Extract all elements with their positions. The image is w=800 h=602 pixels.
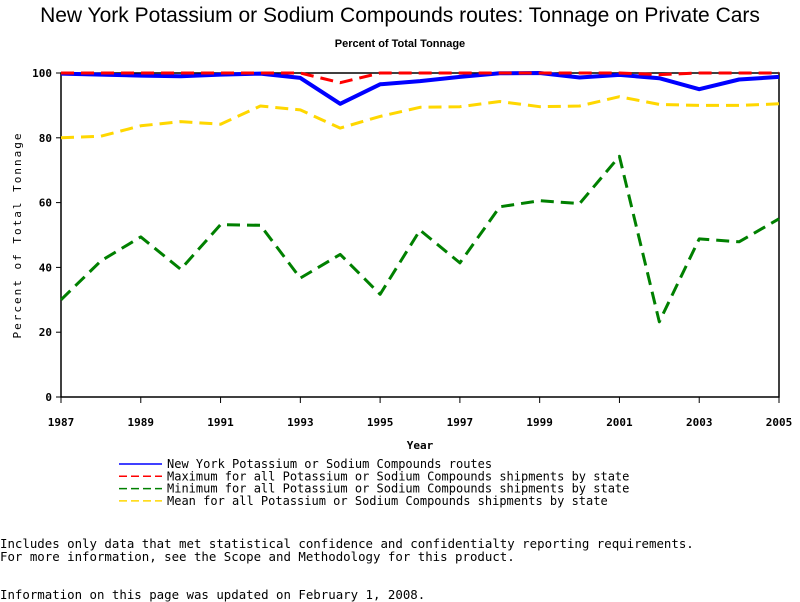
y-tick-label: 100 [32, 67, 52, 80]
y-axis-label: Percent of Total Tonnage [11, 132, 24, 339]
x-tick-label: 1999 [526, 416, 553, 429]
x-tick-label: 1987 [48, 416, 75, 429]
x-tick-label: 1991 [207, 416, 234, 429]
y-tick-label: 60 [39, 197, 52, 210]
footnote-methodology: For more information, see the Scope and … [0, 550, 515, 564]
chart-title: New York Potassium or Sodium Compounds r… [40, 4, 760, 27]
x-tick-label: 1997 [447, 416, 474, 429]
y-axis: 0 20 40 60 80 100 [32, 67, 61, 404]
x-tick-label: 2005 [766, 416, 793, 429]
series-layer [61, 73, 779, 322]
x-tick-label: 2001 [606, 416, 633, 429]
series-line-3 [61, 97, 779, 138]
y-tick-label: 0 [45, 391, 52, 404]
series-line-0 [61, 73, 779, 104]
x-tick-label: 1995 [367, 416, 394, 429]
legend: New York Potassium or Sodium Compounds r… [119, 457, 629, 508]
chart-subtitle: Percent of Total Tonnage [335, 38, 465, 50]
y-tick-label: 20 [39, 326, 52, 339]
y-tick-label: 80 [39, 132, 52, 145]
x-tick-label: 2003 [686, 416, 713, 429]
series-line-2 [61, 156, 779, 321]
x-tick-label: 1993 [287, 416, 314, 429]
line-chart: New York Potassium or Sodium Compounds r… [0, 0, 800, 530]
legend-label: Mean for all Potassium or Sodium Compoun… [167, 494, 608, 508]
x-axis: 1987 1989 1991 1993 1995 1997 1999 2001 2003 2005 [48, 397, 793, 429]
x-axis-label: Year [407, 439, 434, 452]
y-tick-label: 40 [39, 261, 52, 274]
x-tick-label: 1989 [128, 416, 155, 429]
